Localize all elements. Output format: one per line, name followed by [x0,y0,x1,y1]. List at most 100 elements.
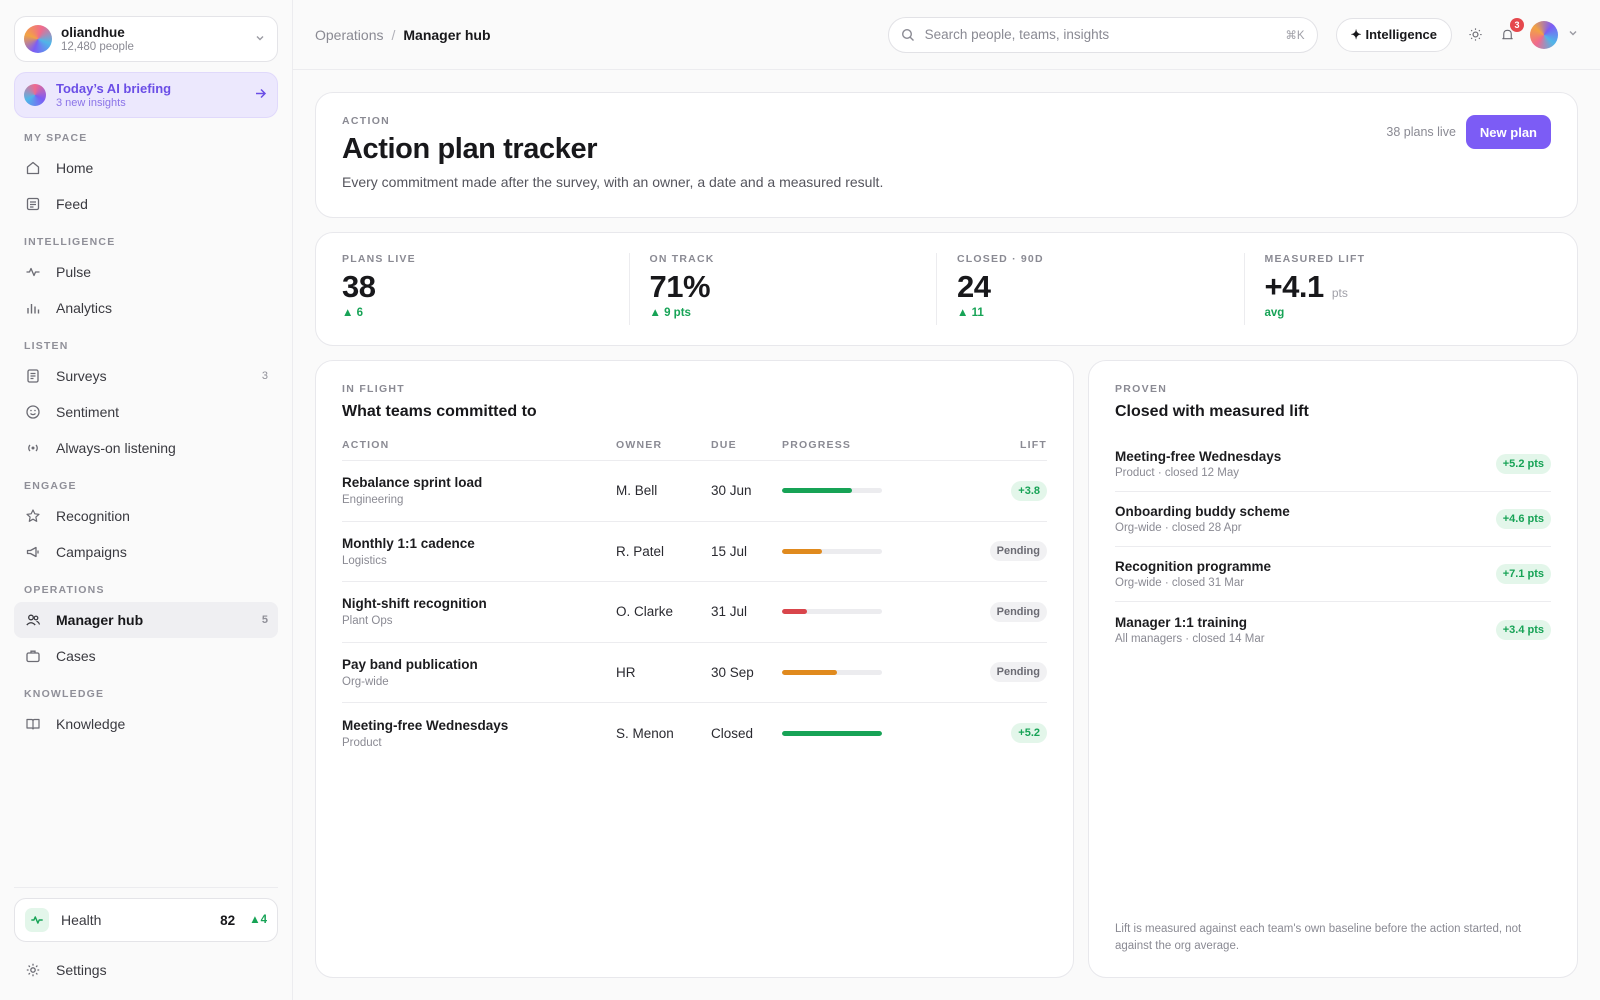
ai-briefing-card[interactable]: Today’s AI briefing 3 new insights [14,72,278,118]
stat-unit: pts [1331,286,1348,300]
bell-icon[interactable]: 3 [1498,17,1524,44]
sidebar-item-campaigns[interactable]: Campaigns [14,534,278,570]
action-cell: Meeting-free Wednesdays Product [342,718,616,749]
action-name: Pay band publication [342,656,478,672]
owner-cell: R. Patel [616,543,665,559]
lift-badge: Pending [989,541,1047,562]
sidebar-item-knowledge[interactable]: Knowledge [14,706,278,742]
breadcrumb-current: Manager hub [403,26,491,43]
proven-item-meta: Org-wide · closed 28 Apr [1115,522,1242,534]
action-name: Monthly 1:1 cadence [342,535,475,551]
header-actions: 38 plans live New plan [1386,115,1551,149]
sparkle-icon: ✦ [1350,26,1362,42]
breadcrumb-parent[interactable]: Operations [315,26,384,43]
intelligence-button[interactable]: ✦ Intelligence [1335,17,1452,52]
action-team: Org-wide [342,675,389,688]
sidebar-item-label: Sentiment [56,404,120,420]
sidebar-item-sentiment[interactable]: Sentiment [14,394,278,430]
table-row[interactable]: Monthly 1:1 cadence Logistics R. Patel 15 J… [342,522,1047,582]
sidebar-item-cases[interactable]: Cases [14,638,278,674]
table-row[interactable]: Night-shift recognition Plant Ops O. Clark… [342,582,1047,643]
megaphone-icon [24,543,42,561]
sidebar-item-surveys[interactable]: Surveys 3 [14,358,278,394]
due-cell: 31 Jul [711,604,748,620]
table-row[interactable]: Rebalance sprint load Engineering M. Bell 3… [342,461,1047,522]
book-icon [24,715,42,733]
workspace-people-count: 12,480 people [61,40,134,53]
column-header-action[interactable]: ACTION [342,439,390,451]
nav-section-my-space: MY SPACE [24,132,88,144]
sidebar-item-always-on-listening[interactable]: Always-on listening [14,430,278,466]
stat-label: PLANS LIVE [342,253,416,265]
sidebar-item-settings[interactable]: Settings [14,952,278,988]
lift-badge: +5.2 [1011,723,1047,744]
column-header-progress[interactable]: PROGRESS [782,439,852,451]
table-row[interactable]: Meeting-free Wednesdays Product S. Menon Cl… [342,703,1047,764]
stat-value: 38 [342,269,376,304]
column-header-lift[interactable]: LIFT [1020,439,1047,451]
column-header-due[interactable]: DUE [711,439,737,451]
list-item[interactable]: Recognition programme Org-wide · closed 3… [1115,547,1551,602]
search-shortcut: ⌘K [1285,29,1305,42]
stats-card: PLANS LIVE 38 ▲ 6 ON TRACK 71% ▲ 9 pts C… [315,232,1578,346]
health-score-card[interactable]: Health 82 ▲4 [14,898,278,942]
list-item[interactable]: Onboarding buddy scheme Org-wide · closed… [1115,492,1551,547]
stat-closed-90d: CLOSED · 90D 24 ▲ 11 [936,253,1244,325]
action-cell: Rebalance sprint load Engineering [342,475,616,506]
action-team: Engineering [342,494,404,507]
sidebar-item-analytics[interactable]: Analytics [14,290,278,326]
due-cell: 15 Jul [711,543,748,559]
nav-section-listen: LISTEN [24,340,69,352]
owner-cell: O. Clarke [616,604,674,620]
sidebar-item-label: Recognition [56,508,130,524]
sidebar-item-home[interactable]: Home [14,150,278,186]
sidebar-item-feed[interactable]: Feed [14,186,278,222]
stat-on-track: ON TRACK 71% ▲ 9 pts [628,253,937,325]
lift-cell: Pending [957,601,1047,622]
stat-measured-lift: MEASURED LIFT +4.1 pts avg [1243,253,1552,325]
sidebar-item-manager-hub[interactable]: Manager hub 5 [14,602,278,638]
list-item[interactable]: Meeting-free Wednesdays Product · closed … [1115,437,1551,492]
workspace-switcher[interactable]: oliandhue 12,480 people [14,16,278,62]
lift-badge: Pending [989,601,1047,622]
owner-cell: HR [616,664,636,680]
topbar: Operations/Manager hub ⌘K ✦Intelligence … [293,0,1600,70]
progress-bar-fill [782,488,852,494]
column-header-owner[interactable]: OWNER [616,439,663,451]
sidebar-item-label: Manager hub [56,612,144,628]
lift-badge: +3.4 pts [1495,619,1551,640]
progress-cell [782,669,957,675]
proven-card: PROVEN Closed with measured lift Meeting… [1088,360,1578,978]
progress-bar-fill [782,548,822,554]
progress-cell [782,548,957,554]
lift-badge: +4.6 pts [1495,509,1551,529]
nav-section-engage: ENGAGE [24,480,77,492]
new-plan-button[interactable]: New plan [1465,115,1551,149]
chevron-down-icon [255,33,265,46]
action-team: Product [342,736,382,749]
proven-item-name: Recognition programme [1115,559,1272,574]
table-row[interactable]: Pay band publication Org-wide HR 30 Sep Pend… [342,643,1047,703]
progress-bar-fill [782,609,807,615]
sun-icon[interactable] [1466,26,1484,44]
lift-badge: +7.1 pts [1495,564,1551,584]
search-input[interactable] [924,27,1286,42]
search-bar[interactable]: ⌘K [887,16,1318,53]
proven-item-meta: All managers · closed 14 Mar [1115,632,1265,645]
home-icon [24,159,42,177]
owner-cell: M. Bell [616,483,658,499]
nav-section-knowledge: KNOWLEDGE [24,688,105,700]
user-avatar[interactable] [1530,20,1558,49]
progress-cell [782,488,957,494]
stat-plans-live: PLANS LIVE 38 ▲ 6 [342,253,629,325]
list-item[interactable]: Manager 1:1 training All managers · close… [1115,602,1551,657]
sidebar-item-recognition[interactable]: Recognition [14,498,278,534]
sidebar-item-label: Knowledge [56,716,126,732]
stat-delta: ▲ 6 [342,307,363,319]
action-cell: Pay band publication Org-wide [342,657,616,688]
chevron-down-icon[interactable] [1568,28,1578,41]
workspace-name: oliandhue [61,24,125,40]
survey-icon [24,367,42,385]
action-team: Plant Ops [342,615,393,628]
sidebar-item-pulse[interactable]: Pulse [14,254,278,290]
